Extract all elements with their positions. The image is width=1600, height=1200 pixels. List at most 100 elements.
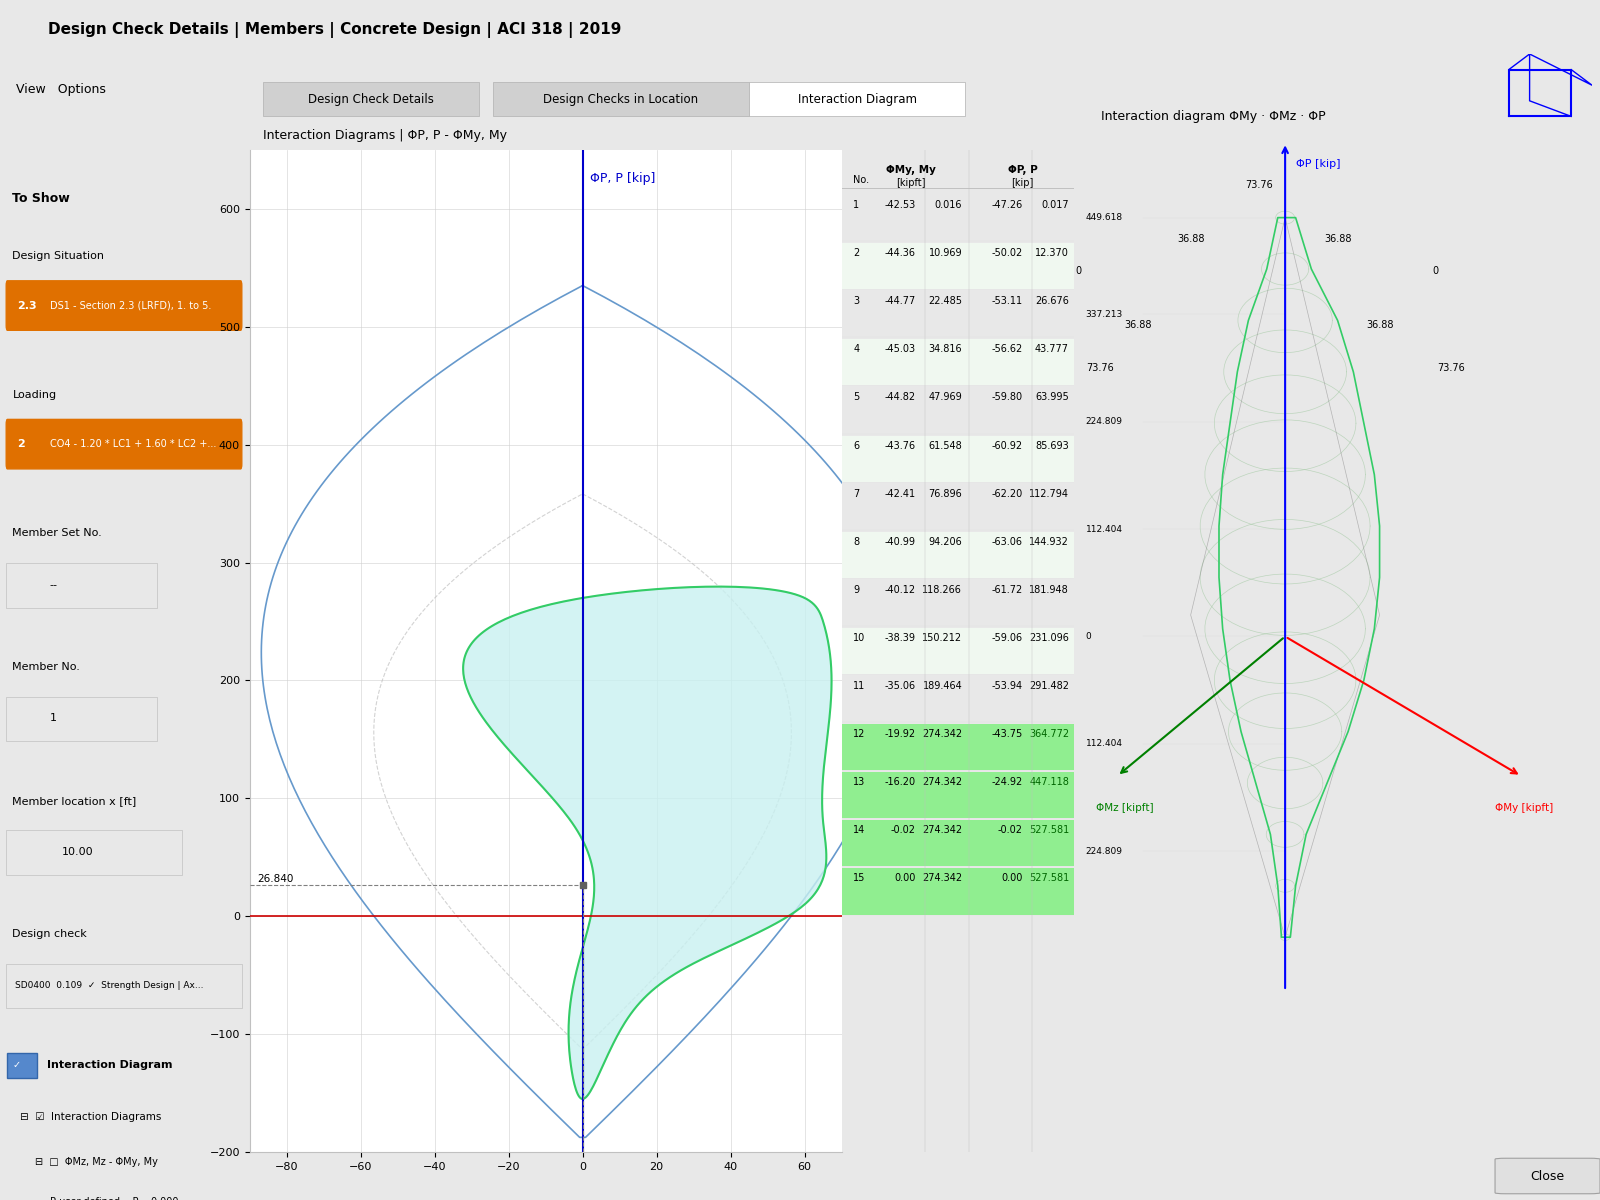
Text: -16.20: -16.20 [885,778,915,787]
Polygon shape [462,587,832,1099]
Text: 73.76: 73.76 [1437,362,1466,373]
Text: 527.581: 527.581 [1029,826,1069,835]
Text: ΦP, P [kip]: ΦP, P [kip] [590,173,656,185]
Text: Interaction diagram ΦMy · ΦMz · ΦP: Interaction diagram ΦMy · ΦMz · ΦP [1101,110,1326,124]
Text: 118.266: 118.266 [922,584,962,595]
Text: Member location x [ft]: Member location x [ft] [13,796,136,805]
Text: 291.482: 291.482 [1029,682,1069,691]
Bar [842,244,1074,289]
Text: 0.017: 0.017 [1042,200,1069,210]
Text: -44.77: -44.77 [885,296,915,306]
Text: 527.581: 527.581 [1029,874,1069,883]
Text: To Show: To Show [13,192,70,205]
Text: 274.342: 274.342 [922,778,962,787]
Text: 364.772: 364.772 [1029,730,1069,739]
Text: Interaction Diagrams | ΦP, P - ΦMy, My: Interaction Diagrams | ΦP, P - ΦMy, My [262,128,507,142]
Text: -45.03: -45.03 [885,344,915,354]
Text: 14: 14 [853,826,866,835]
Text: DS1 - Section 2.3 (LRFD), 1. to 5.: DS1 - Section 2.3 (LRFD), 1. to 5. [50,300,211,311]
Text: -59.06: -59.06 [992,632,1022,643]
Text: 4: 4 [853,344,859,354]
Bar [8,1054,37,1078]
Text: CO4 - 1.20 * LC1 + 1.60 * LC2 +...: CO4 - 1.20 * LC1 + 1.60 * LC2 +... [50,439,216,449]
Text: 0.016: 0.016 [934,200,962,210]
Text: 36.88: 36.88 [1366,320,1394,330]
Text: 112.794: 112.794 [1029,488,1069,499]
Text: Design Check Details: Design Check Details [309,92,434,106]
Text: 6: 6 [853,440,859,450]
Text: 337.213: 337.213 [1086,310,1123,319]
Text: 36.88: 36.88 [1125,320,1152,330]
Text: 112.404: 112.404 [1086,524,1123,534]
Text: 10: 10 [853,632,866,643]
Text: ✓: ✓ [13,1060,21,1070]
Text: -0.02: -0.02 [997,826,1022,835]
Text: 15: 15 [853,874,866,883]
Text: 10.00: 10.00 [62,847,94,857]
FancyBboxPatch shape [1494,1158,1600,1194]
Bar [842,436,1074,481]
Text: -63.06: -63.06 [992,536,1022,547]
Text: 9: 9 [853,584,859,595]
Text: 0: 0 [1086,632,1091,641]
Text: 8: 8 [853,536,859,547]
Text: -40.12: -40.12 [885,584,915,595]
Bar [842,821,1074,866]
Text: [kip]: [kip] [1011,178,1034,188]
Text: ΦMy, My: ΦMy, My [886,166,936,175]
Text: -47.26: -47.26 [992,200,1022,210]
FancyBboxPatch shape [6,563,157,607]
Text: -53.94: -53.94 [992,682,1022,691]
Text: [kipft]: [kipft] [896,178,926,188]
Text: -44.36: -44.36 [885,248,915,258]
Bar [842,628,1074,674]
Text: ⊟  □  ΦMz, Mz - ΦMy, My: ⊟ □ ΦMz, Mz - ΦMy, My [35,1157,157,1166]
Bar [842,532,1074,578]
Text: 231.096: 231.096 [1029,632,1069,643]
Bar [842,773,1074,818]
Text: -19.92: -19.92 [885,730,915,739]
Text: 13: 13 [853,778,866,787]
Text: ΦMz [kipft]: ΦMz [kipft] [1096,803,1154,814]
Text: ⊟  ☑  Interaction Diagrams: ⊟ ☑ Interaction Diagrams [19,1112,162,1122]
Text: 94.206: 94.206 [928,536,962,547]
Text: 76.896: 76.896 [928,488,962,499]
Text: 5: 5 [853,392,859,402]
Text: 274.342: 274.342 [922,730,962,739]
Text: View   Options: View Options [16,84,106,96]
Text: Interaction Diagram: Interaction Diagram [798,92,917,106]
Text: Loading: Loading [13,390,56,400]
Text: 7: 7 [853,488,859,499]
Text: 2: 2 [853,248,859,258]
Text: Design Checks in Location: Design Checks in Location [544,92,699,106]
Text: -62.20: -62.20 [992,488,1022,499]
FancyBboxPatch shape [6,964,242,1008]
Text: 0: 0 [1432,266,1438,276]
Text: -42.41: -42.41 [885,488,915,499]
Text: --: -- [50,580,58,589]
Text: -42.53: -42.53 [885,200,915,210]
Text: 34.816: 34.816 [928,344,962,354]
Text: 10.969: 10.969 [928,248,962,258]
Text: ΦP [kip]: ΦP [kip] [1296,158,1341,169]
Bar [842,340,1074,385]
Text: 12.370: 12.370 [1035,248,1069,258]
Text: 181.948: 181.948 [1029,584,1069,595]
FancyBboxPatch shape [749,82,965,115]
Text: 224.809: 224.809 [1086,418,1123,426]
Text: -35.06: -35.06 [885,682,915,691]
Text: 112.404: 112.404 [1086,739,1123,749]
Text: 3: 3 [853,296,859,306]
Text: 43.777: 43.777 [1035,344,1069,354]
Text: -40.99: -40.99 [885,536,915,547]
Text: 85.693: 85.693 [1035,440,1069,450]
Text: 22.485: 22.485 [928,296,962,306]
Text: ΦMy [kipft]: ΦMy [kipft] [1494,803,1554,814]
FancyBboxPatch shape [493,82,749,115]
Text: 12: 12 [853,730,866,739]
Text: 63.995: 63.995 [1035,392,1069,402]
Text: 0.00: 0.00 [1002,874,1022,883]
Text: -59.80: -59.80 [992,392,1022,402]
Text: ΦMy, My [kipft]: ΦMy, My [kipft] [850,898,944,911]
Text: -0.02: -0.02 [891,826,915,835]
